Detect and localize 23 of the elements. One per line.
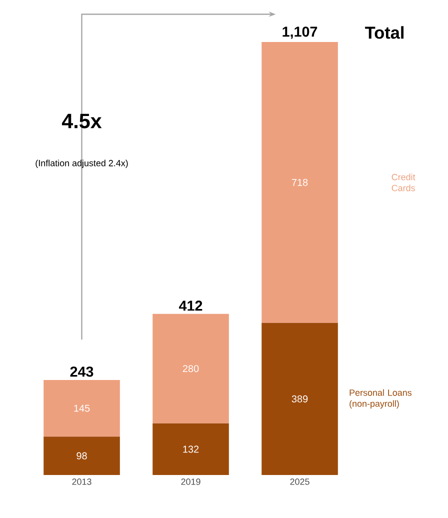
data-label: 718 (292, 178, 308, 186)
data-label: 389 (292, 395, 308, 402)
text: Total (365, 26, 404, 39)
total-label: 243 (70, 366, 94, 377)
total-label: 1,107 (282, 26, 318, 39)
text: Credit Cards (392, 174, 416, 192)
x-tick-label: 2025 (290, 478, 310, 485)
bar (152, 423, 229, 475)
data-label: 280 (182, 365, 199, 372)
data-label: 98 (76, 452, 87, 460)
bar (262, 322, 338, 475)
annotation: (Inflation adjusted 2.4x) (36, 160, 128, 168)
data-label: 132 (183, 446, 199, 453)
x-tick-label: 2013 (72, 478, 92, 485)
bar (152, 314, 229, 424)
bar (262, 42, 338, 323)
annotation: 4.5x (62, 114, 102, 128)
bar (44, 380, 120, 437)
total-label: 412 (179, 300, 202, 311)
series-label: Personal Loans (non-payroll) (350, 389, 412, 409)
data-label: 145 (74, 404, 90, 412)
x-tick-label: 2019 (181, 478, 200, 485)
bar (44, 436, 120, 475)
